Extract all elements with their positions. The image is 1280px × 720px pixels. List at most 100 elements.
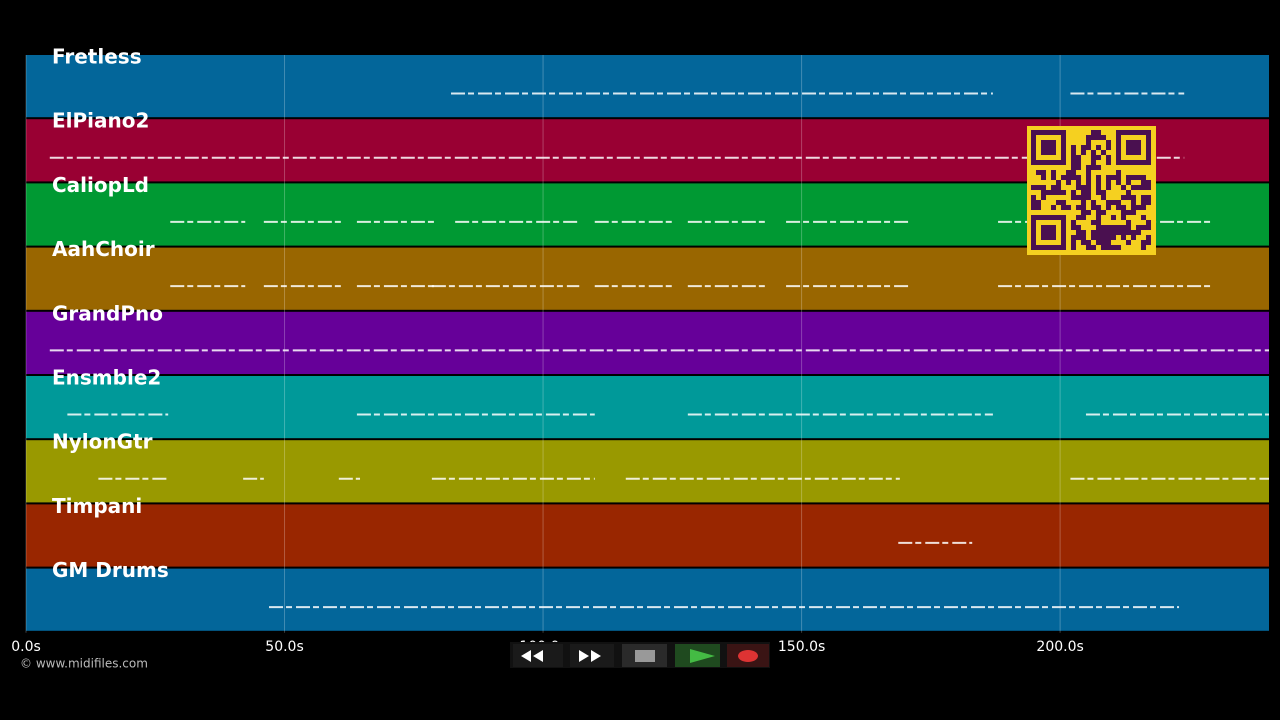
qr-module (1141, 215, 1146, 220)
rewind-button[interactable] (513, 644, 563, 667)
qr-module (1091, 220, 1096, 225)
qr-module (1091, 135, 1096, 140)
qr-module (1101, 230, 1106, 235)
qr-module (1106, 155, 1111, 160)
qr-module (1106, 185, 1111, 190)
qr-module (1106, 140, 1111, 145)
qr-module (1071, 235, 1076, 240)
qr-module (1111, 235, 1116, 240)
qr-module (1116, 200, 1121, 205)
qr-module (1041, 190, 1046, 195)
qr-module (1141, 225, 1146, 230)
qr-module (1116, 175, 1121, 180)
qr-module (1061, 205, 1066, 210)
qr-module (1086, 135, 1091, 140)
qr-module (1076, 175, 1081, 180)
qr-module (1101, 240, 1106, 245)
qr-module (1126, 180, 1131, 185)
qr-module (1091, 230, 1096, 235)
qr-module (1071, 220, 1076, 225)
record-button[interactable] (727, 644, 769, 667)
qr-module (1141, 200, 1146, 205)
track-name: GrandPno (52, 301, 163, 325)
stop-button[interactable] (622, 644, 667, 667)
transport-controls (510, 642, 770, 668)
qr-module (1101, 225, 1106, 230)
play-button[interactable] (675, 644, 720, 667)
qr-module (1076, 165, 1081, 170)
qr-module (1121, 205, 1126, 210)
play-icon (690, 649, 715, 663)
track-name: Fretless (52, 45, 142, 69)
track-name: ElPiano2 (52, 109, 149, 133)
qr-module (1071, 165, 1076, 170)
qr-module (1101, 235, 1106, 240)
track-name: AahChoir (52, 237, 155, 261)
qr-module (1066, 205, 1071, 210)
qr-module (1096, 130, 1101, 135)
qr-module (1101, 150, 1106, 155)
track-name: GM Drums (52, 558, 169, 582)
qr-module (1096, 165, 1101, 170)
copyright: © www.midifiles.com (20, 657, 148, 671)
qr-module (1116, 230, 1121, 235)
qr-module (1076, 230, 1081, 235)
qr-module (1086, 245, 1091, 250)
qr-module (1041, 175, 1046, 180)
qr-module (1096, 230, 1101, 235)
stop-icon (635, 650, 655, 662)
track-name: NylonGtr (52, 430, 153, 454)
qr-module (1081, 195, 1086, 200)
qr-module (1086, 190, 1091, 195)
qr-module (1056, 185, 1061, 190)
track-name: CaliopLd (52, 173, 149, 197)
track-lane (26, 440, 1269, 503)
qr-module (1146, 220, 1151, 225)
qr-module (1136, 185, 1141, 190)
qr-module (1076, 160, 1081, 165)
qr-module (1096, 205, 1101, 210)
qr-module (1106, 240, 1111, 245)
qr-module (1071, 150, 1076, 155)
qr-module (1086, 180, 1091, 185)
qr-module (1076, 155, 1081, 160)
qr-module (1071, 245, 1076, 250)
qr-module (1121, 225, 1126, 230)
qr-module (1081, 235, 1086, 240)
qr-module (1031, 205, 1036, 210)
qr-module (1131, 195, 1136, 200)
qr-module (1121, 195, 1126, 200)
qr-module (1136, 225, 1141, 230)
qr-finder (1041, 225, 1056, 240)
qr-module (1071, 175, 1076, 180)
qr-module (1091, 165, 1096, 170)
qr-module (1096, 145, 1101, 150)
qr-module (1096, 135, 1101, 140)
qr-module (1106, 145, 1111, 150)
qr-module (1086, 165, 1091, 170)
qr-module (1031, 200, 1036, 205)
qr-module (1036, 170, 1041, 175)
qr-module (1146, 200, 1151, 205)
qr-module (1146, 180, 1151, 185)
qr-module (1141, 205, 1146, 210)
qr-module (1086, 170, 1091, 175)
qr-module (1131, 205, 1136, 210)
qr-module (1071, 240, 1076, 245)
qr-module (1141, 195, 1146, 200)
qr-module (1126, 220, 1131, 225)
qr-module (1096, 210, 1101, 215)
qr-module (1111, 225, 1116, 230)
track-names: Fretless ElPiano2 CaliopLd AahChoir GrandPno… (52, 45, 169, 583)
qr-module (1126, 225, 1131, 230)
qr-module (1076, 215, 1081, 220)
fast-forward-icon (579, 650, 601, 662)
qr-module (1106, 245, 1111, 250)
qr-module (1076, 195, 1081, 200)
qr-module (1106, 205, 1111, 210)
qr-module (1031, 195, 1036, 200)
qr-module (1071, 225, 1076, 230)
fast-forward-button[interactable] (570, 644, 614, 667)
